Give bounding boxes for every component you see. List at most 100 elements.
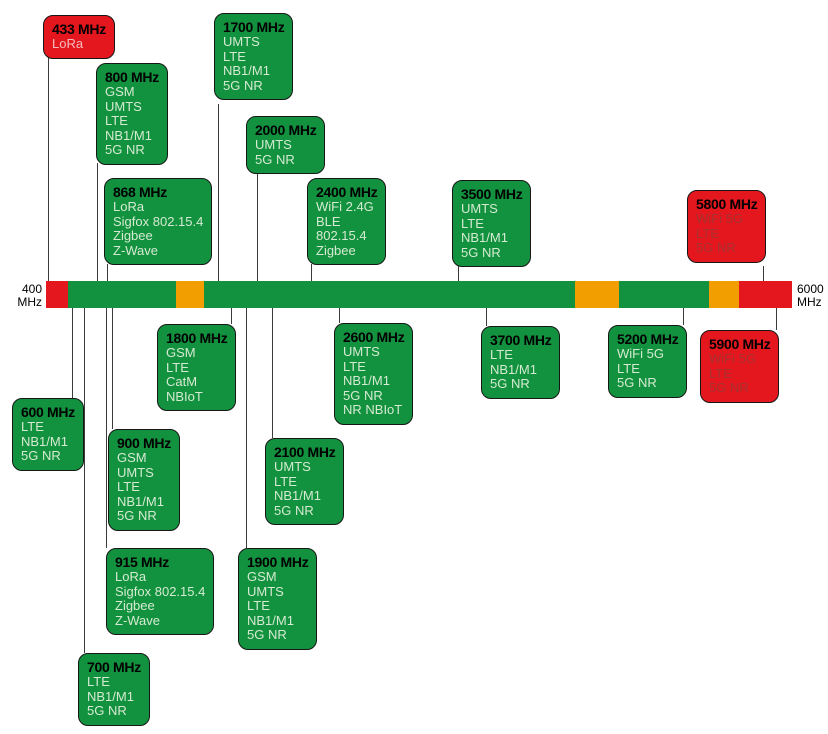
band-technology-label: 5G NR [255, 151, 295, 167]
band-technology-label: WiFi 5G [617, 346, 664, 361]
band-frequency-label: 1900 MHz [247, 554, 309, 570]
band-technology-label: Zigbee [115, 598, 155, 613]
band-technology-label: GSM [105, 84, 135, 99]
band-technology-label: Z-Wave [113, 242, 159, 258]
band-technology-label: LTE [461, 215, 484, 231]
band-technology-label: LTE [617, 360, 640, 376]
band-technology-label: LTE [247, 598, 270, 613]
band-frequency-label: 5900 MHz [709, 336, 771, 352]
band-technology-label: Sigfox 802.15.4 [113, 213, 204, 229]
band-technology-label: WiFi 5G [696, 211, 743, 226]
axis-label-max-value: 6000 [797, 282, 824, 296]
band-technology-label: LTE [274, 473, 297, 489]
band-technology-label: Zigbee [316, 242, 356, 258]
band-technology-label: Sigfox 802.15.4 [115, 583, 206, 599]
bar-segment-green [619, 281, 709, 308]
band-frequency-label: 2000 MHz [255, 122, 317, 138]
band-box-2000-mhz: 2000 MHz UMTS 5G NR [246, 116, 326, 174]
band-technology-label: 5G NR [461, 244, 501, 260]
leader-line-3500-mhz [458, 266, 459, 281]
leader-line-900-mhz [112, 308, 113, 429]
band-box-700-mhz: 700 MHz LTE NB1/M1 5G NR [78, 653, 150, 726]
leader-line-433-mhz [48, 55, 49, 281]
band-frequency-label: 3500 MHz [461, 186, 523, 202]
band-technology-label: 5G NR [274, 502, 314, 518]
band-frequency-label: 5800 MHz [696, 196, 758, 212]
band-technology-label: LTE [21, 419, 44, 434]
band-technology-label: Zigbee [113, 228, 153, 243]
band-technology-label: WiFi 5G [709, 351, 756, 366]
band-technology-label: NB1/M1 [343, 373, 390, 388]
band-frequency-label: 2100 MHz [274, 444, 336, 460]
band-technology-label: BLE [316, 213, 341, 229]
band-technology-label: NB1/M1 [490, 361, 537, 377]
axis-label-max: 6000 MHz [797, 283, 824, 308]
band-technology-label: GSM [247, 569, 277, 584]
band-technology-label: 5G NR [105, 142, 145, 157]
band-box-1900-mhz: 1900 MHz GSM UMTS LTE NB1/M1 5G NR [238, 548, 318, 650]
band-technology-label: UMTS [343, 344, 380, 359]
band-box-3700-mhz: 3700 MHz LTE NB1/M1 5G NR [481, 326, 561, 399]
band-technology-label: LTE [166, 359, 189, 375]
band-box-5200-mhz: 5200 MHz WiFi 5G LTE 5G NR [608, 325, 688, 398]
band-technology-label: 5G NR [223, 77, 263, 93]
band-technology-label: LoRa [52, 36, 84, 51]
band-technology-label: 5G NR [490, 376, 530, 391]
bar-segment-orange [709, 281, 739, 308]
band-technology-label: WiFi 2.4G [316, 199, 374, 214]
leader-line-868-mhz [107, 264, 108, 281]
band-technology-label: 5G NR [343, 387, 383, 403]
band-box-800-mhz: 800 MHz GSM UMTS LTE NB1/M1 5G NR [96, 63, 168, 165]
band-technology-label: GSM [166, 345, 196, 360]
band-technology-label: UMTS [274, 459, 311, 474]
bar-segment-orange [176, 281, 204, 308]
band-technology-label: LTE [87, 674, 110, 689]
leader-line-2000-mhz [257, 170, 258, 281]
band-technology-label: 5G NR [709, 380, 749, 395]
band-technology-label: UMTS [105, 98, 142, 114]
axis-label-min: 400 MHz [17, 283, 42, 308]
band-technology-label: NB1/M1 [87, 688, 134, 704]
band-technology-label: LTE [117, 479, 140, 494]
band-technology-label: NBIoT [166, 388, 203, 404]
band-technology-label: LoRa [113, 199, 145, 214]
band-technology-label: 802.15.4 [316, 228, 367, 243]
leader-line-600-mhz [72, 308, 73, 398]
band-technology-label: LTE [343, 358, 366, 374]
leader-line-915-mhz [106, 308, 107, 548]
leader-line-800-mhz [97, 163, 98, 281]
band-technology-label: NB1/M1 [117, 493, 164, 509]
bar-segment-red [739, 281, 792, 308]
band-frequency-label: 600 MHz [21, 404, 75, 420]
band-frequency-label: 1700 MHz [223, 19, 285, 35]
band-technology-label: NB1/M1 [247, 612, 294, 628]
band-box-2100-mhz: 2100 MHz UMTS LTE NB1/M1 5G NR [265, 438, 345, 525]
frequency-bar [46, 281, 792, 308]
band-frequency-label: 900 MHz [117, 435, 171, 451]
leader-line-1700-mhz [218, 104, 219, 281]
band-frequency-label: 915 MHz [115, 554, 169, 570]
bar-segment-green [68, 281, 176, 308]
band-technology-label: LTE [223, 48, 246, 64]
band-box-2400-mhz: 2400 MHz WiFi 2.4G BLE 802.15.4 Zigbee [307, 178, 387, 265]
band-technology-label: Z-Wave [115, 612, 161, 628]
band-technology-label: 5G NR [696, 240, 736, 255]
band-technology-label: UMTS [117, 464, 154, 480]
band-technology-label: LoRa [115, 569, 147, 584]
bar-segment-orange [575, 281, 619, 308]
axis-label-max-unit: MHz [797, 294, 822, 309]
band-box-5900-mhz: 5900 MHz WiFi 5G LTE 5G NR [700, 330, 780, 403]
band-box-3500-mhz: 3500 MHz UMTS LTE NB1/M1 5G NR [452, 180, 532, 267]
band-technology-label: LTE [709, 365, 732, 381]
band-box-433-mhz: 433 MHz LoRa [43, 15, 115, 59]
band-technology-label: LTE [490, 347, 513, 362]
leader-line-2400-mhz [311, 264, 312, 281]
band-frequency-label: 868 MHz [113, 184, 167, 200]
axis-label-min-value: 400 [21, 282, 42, 296]
band-technology-label: 5G NR [21, 448, 61, 463]
band-technology-label: NB1/M1 [105, 127, 152, 143]
band-frequency-label: 3700 MHz [490, 332, 552, 348]
band-technology-label: GSM [117, 450, 147, 465]
leader-line-2100-mhz [272, 308, 273, 438]
